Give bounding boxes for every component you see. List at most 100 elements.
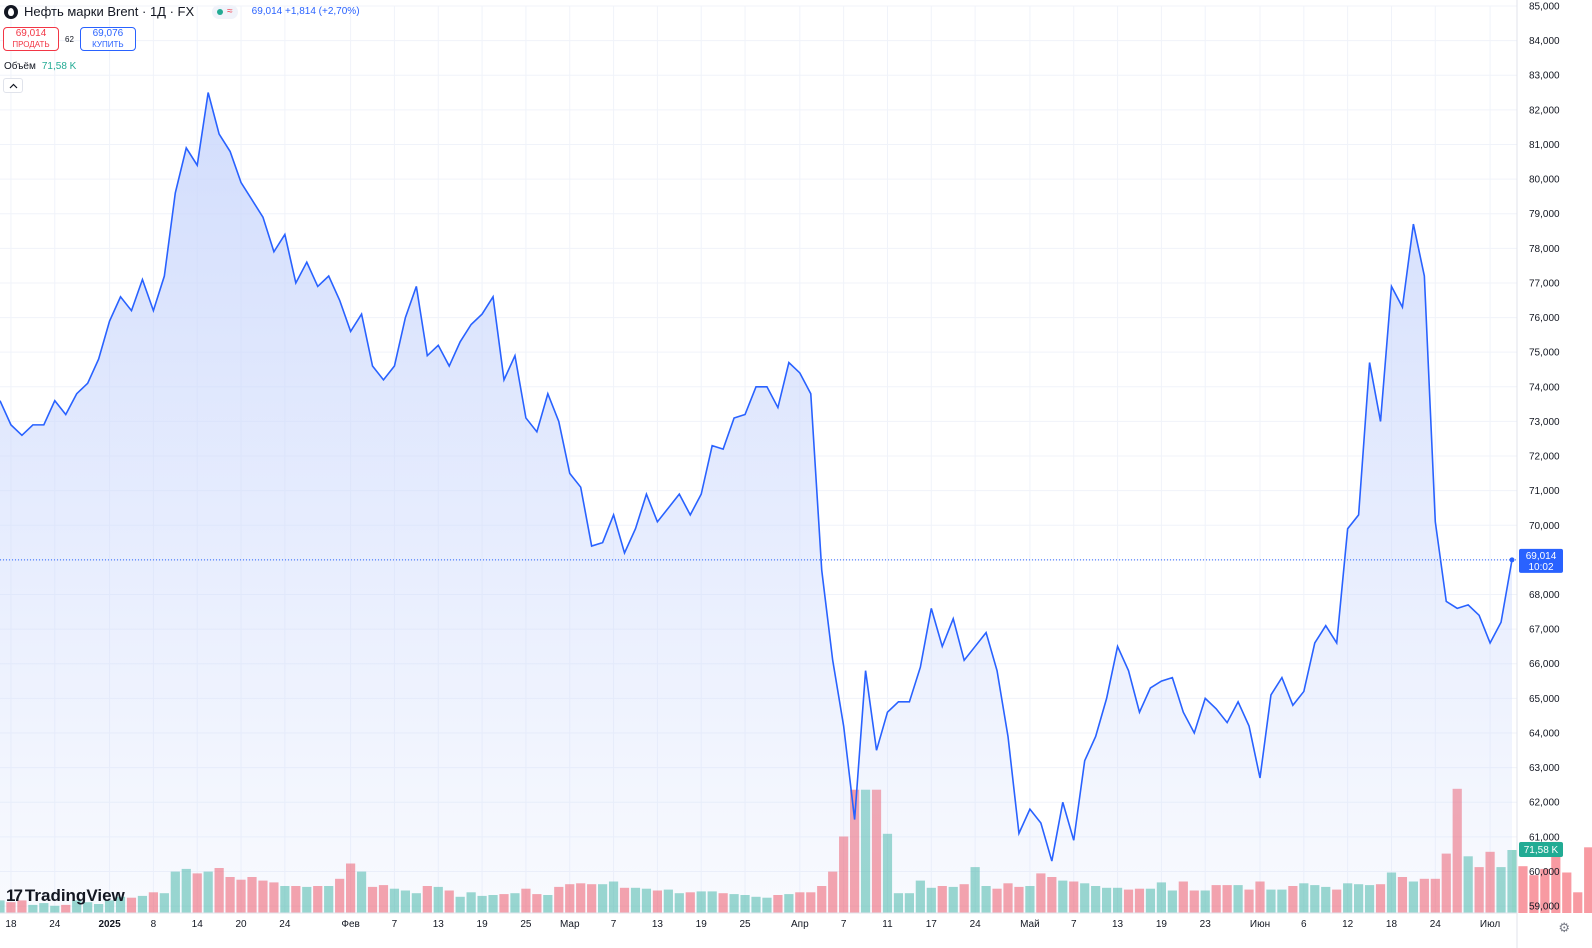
y-tick-label: 62,000 xyxy=(1529,798,1560,809)
last-volume-label: 71,58 K xyxy=(1524,845,1559,856)
y-tick-label: 71,000 xyxy=(1529,486,1560,497)
y-tick-label: 75,000 xyxy=(1529,348,1560,359)
x-tick-label: Апр xyxy=(791,919,809,930)
y-tick-label: 84,000 xyxy=(1529,36,1560,47)
x-tick-label: 24 xyxy=(970,919,982,930)
y-tick-label: 61,000 xyxy=(1529,832,1560,843)
x-tick-label: 11 xyxy=(882,919,893,930)
symbol-title[interactable]: Нефть марки Brent · 1Д · FX xyxy=(24,4,195,19)
volume-legend[interactable]: Объём 71,58 K xyxy=(4,61,76,72)
y-tick-label: 70,000 xyxy=(1529,521,1560,532)
y-tick-label: 60,000 xyxy=(1529,867,1560,878)
market-open-dot-icon xyxy=(217,8,224,15)
last-price-dot xyxy=(1509,557,1515,563)
x-tick-label: 19 xyxy=(696,919,708,930)
y-tick-label: 68,000 xyxy=(1529,590,1560,601)
x-tick-label: 2025 xyxy=(98,919,121,930)
x-tick-label: Июн xyxy=(1250,919,1270,930)
collapse-legend-button[interactable] xyxy=(3,78,23,93)
x-tick-label: 13 xyxy=(433,919,445,930)
buy-button[interactable]: 69,076 КУПИТЬ xyxy=(79,27,136,51)
volume-bar xyxy=(1551,841,1561,913)
x-tick-label: 24 xyxy=(1430,919,1442,930)
y-tick-label: 59,000 xyxy=(1529,902,1560,913)
y-tick-label: 73,000 xyxy=(1529,417,1560,428)
x-tick-label: Май xyxy=(1020,919,1040,930)
x-tick-label: Фев xyxy=(341,919,359,930)
axis-labels: 85,000 84,000 83,000 82,000 81,000 80,000 79,0… xyxy=(5,2,1563,930)
x-tick-label: Мар xyxy=(560,919,580,930)
x-tick-label: 25 xyxy=(520,919,532,930)
x-tick-label: 7 xyxy=(841,919,847,930)
volume-bar xyxy=(1518,866,1528,913)
x-tick-label: 24 xyxy=(49,919,61,930)
x-tick-label: 18 xyxy=(5,919,17,930)
x-tick-label: 25 xyxy=(739,919,751,930)
volume-bar xyxy=(1540,868,1550,913)
countdown-label: 10:02 xyxy=(1528,562,1553,573)
last-volume-badge xyxy=(1519,842,1563,857)
volume-bar xyxy=(1584,847,1592,913)
last-price-badge xyxy=(1519,548,1563,573)
price-area-fill xyxy=(0,92,1512,914)
y-tick-label: 79,000 xyxy=(1529,209,1560,220)
market-status[interactable]: ≈ xyxy=(212,4,238,19)
x-tick-label: 24 xyxy=(279,919,291,930)
x-tick-label: 12 xyxy=(1342,919,1354,930)
chevron-up-icon xyxy=(9,83,17,88)
wave-icon: ≈ xyxy=(227,5,233,17)
tradingview-logo[interactable]: 17 TradingView xyxy=(6,886,125,906)
x-tick-label: 14 xyxy=(192,919,204,930)
x-tick-label: 7 xyxy=(611,919,617,930)
sell-button[interactable]: 69,014 ПРОДАТЬ xyxy=(3,27,59,51)
x-tick-label: 17 xyxy=(926,919,938,930)
tradingview-wordmark: TradingView xyxy=(24,886,125,905)
y-tick-label: 66,000 xyxy=(1529,659,1560,670)
tradingview-mark-icon: 17 xyxy=(6,886,23,905)
volume-value: 71,58 K xyxy=(41,61,77,72)
buy-price: 69,076 xyxy=(92,28,124,39)
trade-panel: 69,014 ПРОДАТЬ 62 69,076 КУПИТЬ xyxy=(3,27,136,51)
y-tick-label: 83,000 xyxy=(1529,71,1560,82)
volume-bar xyxy=(1573,892,1583,913)
x-tick-label: 7 xyxy=(392,919,398,930)
x-tick-label: 19 xyxy=(1156,919,1168,930)
buy-label: КУПИТЬ xyxy=(92,40,124,49)
y-tick-label: 85,000 xyxy=(1529,2,1560,13)
y-tick-label: 74,000 xyxy=(1529,382,1560,393)
gear-icon[interactable]: ⚙ xyxy=(1558,920,1570,935)
y-tick-label: 72,000 xyxy=(1529,452,1560,463)
spread-value: 62 xyxy=(65,34,74,44)
x-tick-label: 18 xyxy=(1386,919,1398,930)
y-tick-label: 78,000 xyxy=(1529,244,1560,255)
y-tick-label: 82,000 xyxy=(1529,105,1560,116)
x-tick-label: 19 xyxy=(477,919,489,930)
price-line xyxy=(0,92,1513,862)
sell-price: 69,014 xyxy=(15,28,47,39)
x-tick-label: 13 xyxy=(1112,919,1124,930)
y-tick-label: 77,000 xyxy=(1529,278,1560,289)
y-tick-label: 81,000 xyxy=(1529,140,1560,151)
x-tick-label: 8 xyxy=(151,919,157,930)
x-tick-label: 20 xyxy=(235,919,247,930)
volume-label: Объём xyxy=(4,61,36,72)
axes xyxy=(0,0,1518,948)
y-tick-label: 67,000 xyxy=(1529,625,1560,636)
chart-header: Нефть марки Brent · 1Д · FX ≈ 69,014 +1,… xyxy=(4,4,360,19)
x-tick-label: 13 xyxy=(652,919,664,930)
y-tick-label: 65,000 xyxy=(1529,694,1560,705)
x-tick-label: 23 xyxy=(1200,919,1212,930)
price-change-info: 69,014 +1,814 (+2,70%) xyxy=(251,6,360,17)
x-tick-label: 7 xyxy=(1071,919,1077,930)
oil-drop-icon xyxy=(4,4,18,19)
y-tick-label: 63,000 xyxy=(1529,763,1560,774)
y-tick-label: 80,000 xyxy=(1529,175,1560,186)
y-tick-label: 64,000 xyxy=(1529,728,1560,739)
volume-bar xyxy=(1562,872,1572,913)
y-tick-label: 76,000 xyxy=(1529,313,1560,324)
last-price-label: 69,014 xyxy=(1526,551,1557,562)
sell-label: ПРОДАТЬ xyxy=(12,40,50,49)
x-tick-label: Июл xyxy=(1480,919,1500,930)
volume-bar xyxy=(1529,875,1539,913)
